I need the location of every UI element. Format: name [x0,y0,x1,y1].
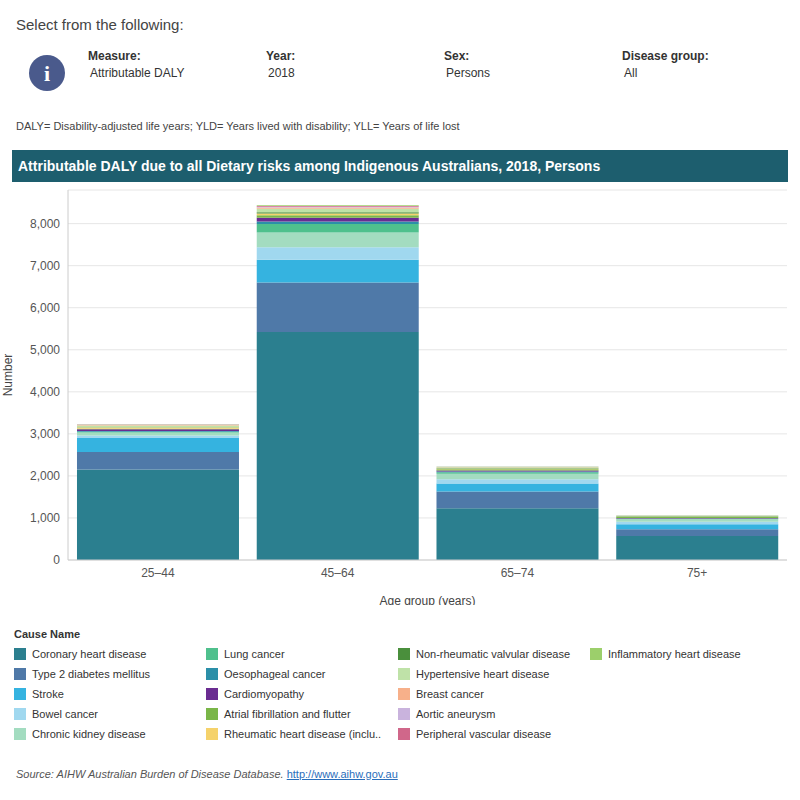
html-text:2018: 2018 [268,66,295,80]
html-text:Attributable DALY due to all D: Attributable DALY due to all Dietary ris… [18,158,601,174]
svg-text:Number: Number [8,354,15,397]
html-text:Stroke: Stroke [32,688,64,700]
svg-text:45–64: 45–64 [321,566,355,580]
svg-text:25–44: 25–44 [141,566,175,580]
html-text:Source: AIHW Australian Burden: Source: AIHW Australian Burden of Diseas… [16,768,398,780]
svg-text:6,000: 6,000 [30,301,60,315]
html-text:Aortic aneurysm: Aortic aneurysm [416,708,496,720]
html-text:Rheumatic heart disease (inclu: Rheumatic heart disease (inclu.. [224,728,382,740]
svg-text:7,000: 7,000 [30,259,60,273]
html-text:DALY= Disability-adjusted life: DALY= Disability-adjusted life years; YL… [16,120,460,132]
html-text:Persons: Persons [446,66,490,80]
html-text:Select from the following:: Select from the following: [16,16,184,33]
html-text:Hypertensive heart disease: Hypertensive heart disease [416,668,550,680]
svg-text:5,000: 5,000 [30,343,60,357]
html-text:Bowel cancer: Bowel cancer [32,708,98,720]
html-text:Year:: Year: [266,49,296,63]
svg-text:4,000: 4,000 [30,385,60,399]
svg-text:65–74: 65–74 [501,566,535,580]
html-text:Inflammatory heart disease: Inflammatory heart disease [608,648,741,660]
html-text:Cardiomyopathy: Cardiomyopathy [224,688,305,700]
svg-text:8,000: 8,000 [30,217,60,231]
html-text:Measure:: Measure: [88,49,141,63]
svg-text:3,000: 3,000 [30,427,60,441]
html-text:Non-rheumatic valvular disease: Non-rheumatic valvular disease [416,648,571,660]
html-text:Chronic kidney disease: Chronic kidney disease [32,728,146,740]
html-text:All: All [624,66,638,80]
html-text:Sex:: Sex: [444,49,470,63]
svg-text:2,000: 2,000 [30,469,60,483]
svg-text:0: 0 [53,553,60,567]
html-text:Breast cancer: Breast cancer [416,688,484,700]
html-text:Cause Name: Cause Name [14,628,80,640]
html-text:Attributable DALY: Attributable DALY [90,66,185,80]
html-text:Lung cancer: Lung cancer [224,648,285,660]
svg-text:i: i [44,61,50,86]
html-text:Atrial fibrillation and flutte: Atrial fibrillation and flutter [224,708,351,720]
html-text:Type 2 diabetes mellitus: Type 2 diabetes mellitus [32,668,150,680]
svg-text:1,000: 1,000 [30,511,60,525]
html-text:Peripheral vascular disease: Peripheral vascular disease [416,728,552,740]
html-text:Oesophageal cancer: Oesophageal cancer [224,668,326,680]
svg-text:Age group (years): Age group (years) [379,594,475,605]
html-text:Coronary heart disease: Coronary heart disease [32,648,147,660]
html-text:Disease group:: Disease group: [622,49,709,63]
svg-text:75+: 75+ [687,566,707,580]
